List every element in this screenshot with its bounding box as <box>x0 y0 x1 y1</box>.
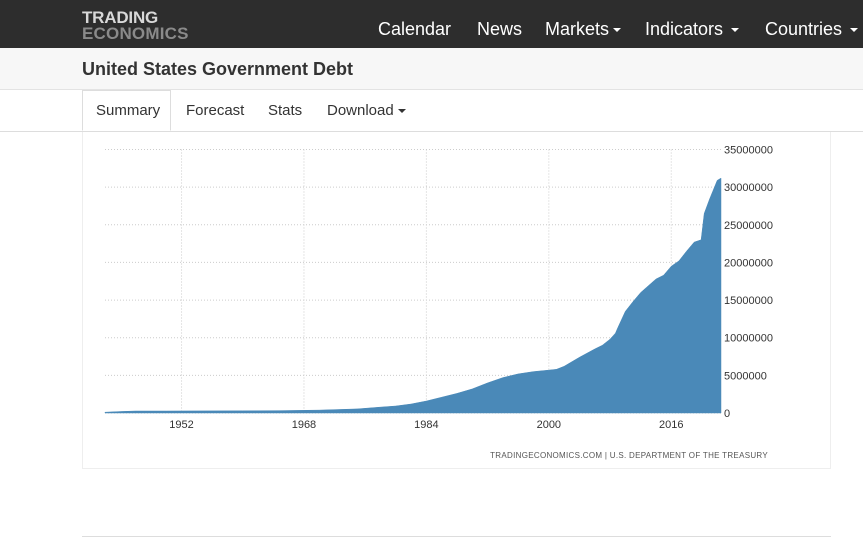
y-tick-label: 25000000 <box>724 220 773 232</box>
tab-summary[interactable]: Summary <box>96 102 161 119</box>
x-tick-label: 1984 <box>414 419 438 431</box>
trading-economics-logo[interactable]: TRADING ECONOMICS <box>82 8 189 43</box>
x-tick-label: 2000 <box>537 419 561 431</box>
nav-indicators[interactable]: Indicators <box>645 19 740 40</box>
nav-countries-label: Countries <box>765 19 843 39</box>
tab-forecast[interactable]: Forecast <box>186 102 245 119</box>
chevron-down-icon <box>613 28 622 33</box>
title-bar: United States Government Debt <box>0 48 863 90</box>
logo-line-1: TRADING <box>82 8 159 27</box>
top-navbar: TRADING ECONOMICS Calendar News Markets … <box>0 0 863 48</box>
nav-news[interactable]: News <box>477 19 523 39</box>
page-title: United States Government Debt <box>82 59 354 79</box>
y-tick-label: 20000000 <box>724 257 773 269</box>
y-tick-label: 0 <box>724 408 730 420</box>
y-tick-label: 15000000 <box>724 295 773 307</box>
chart-source-credit: TRADINGECONOMICS.COM | U.S. DEPARTMENT O… <box>490 451 768 460</box>
debt-area-series <box>104 177 722 414</box>
tab-summary-box <box>82 90 171 131</box>
y-tick-label: 10000000 <box>724 333 773 345</box>
tab-download[interactable]: Download <box>327 102 406 119</box>
y-tick-label: 5000000 <box>724 370 767 382</box>
nav-indicators-label: Indicators <box>645 19 724 39</box>
chevron-down-icon <box>397 109 406 114</box>
x-axis-ticks: 1952 1968 1984 2000 2016 <box>169 419 683 431</box>
nav-markets[interactable]: Markets <box>545 19 622 40</box>
tab-download-label: Download <box>327 102 394 119</box>
logo-line-2: ECONOMICS <box>82 24 189 43</box>
chart-panel <box>82 132 831 469</box>
nav-countries[interactable]: Countries <box>765 19 859 40</box>
y-tick-label: 35000000 <box>724 145 773 157</box>
tab-bar-divider <box>0 131 863 132</box>
bottom-divider <box>82 536 831 537</box>
chevron-down-icon <box>850 28 859 33</box>
nav-markets-label: Markets <box>545 19 610 39</box>
x-tick-label: 2016 <box>659 419 683 431</box>
x-tick-label: 1952 <box>169 419 193 431</box>
y-axis-ticks: 35000000 30000000 25000000 20000000 15000000… <box>724 145 773 421</box>
y-tick-label: 30000000 <box>724 182 773 194</box>
nav-calendar[interactable]: Calendar <box>378 19 452 39</box>
tab-stats[interactable]: Stats <box>268 102 303 119</box>
debt-area-chart: 35000000 30000000 25000000 20000000 15000000… <box>104 145 773 460</box>
x-tick-label: 1968 <box>292 419 316 431</box>
chevron-down-icon <box>731 28 740 33</box>
